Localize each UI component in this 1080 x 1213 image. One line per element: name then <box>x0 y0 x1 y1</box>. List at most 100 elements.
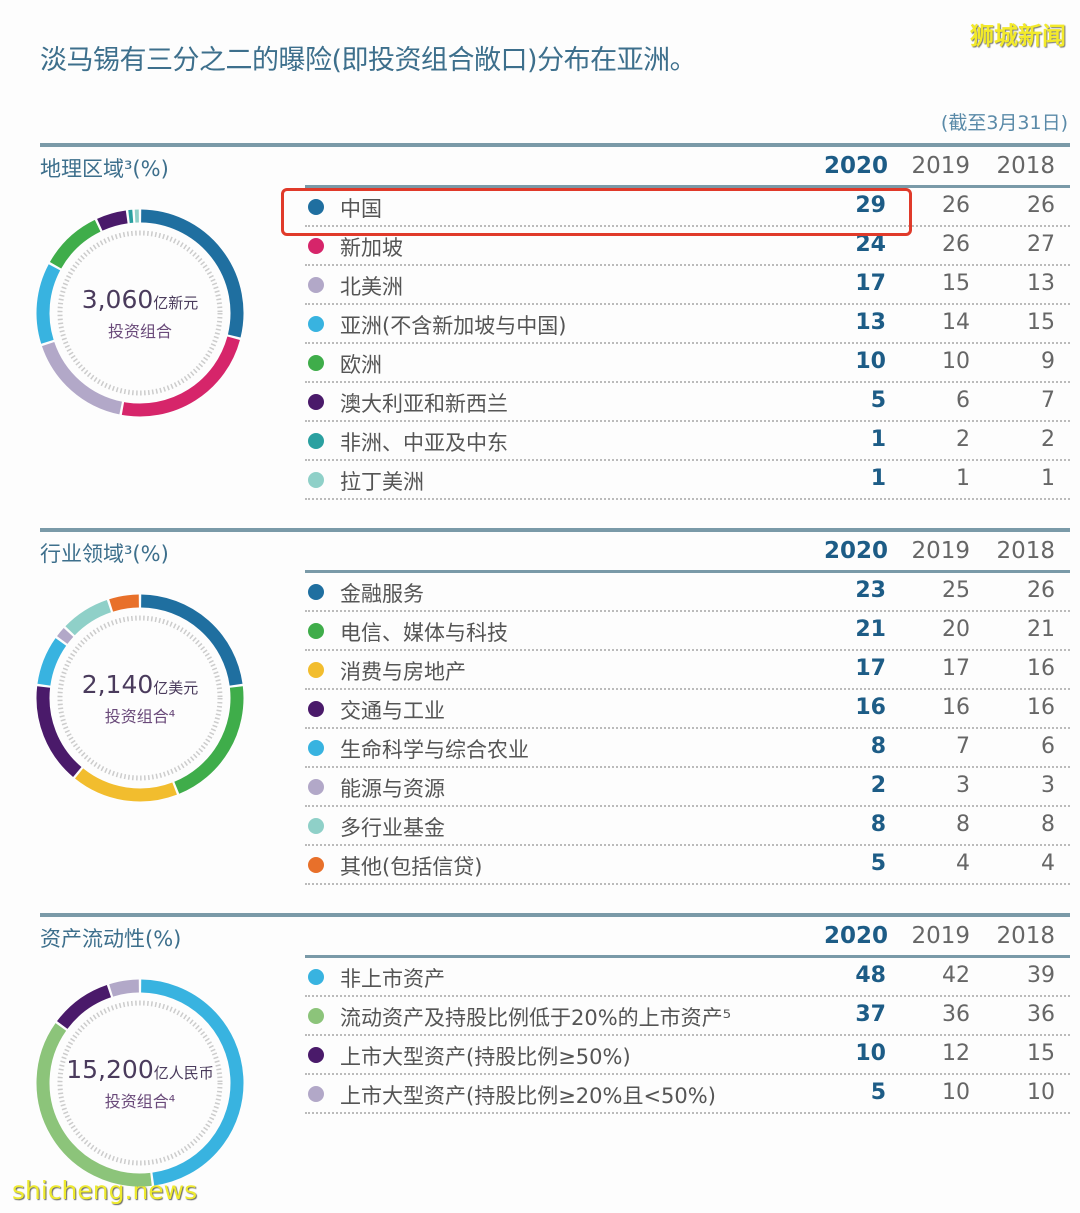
category-label: 欧洲 <box>340 353 382 377</box>
watermark-logo: 狮城新闻 <box>970 22 1066 50</box>
donut-segment-7 <box>109 594 140 612</box>
section-title: 地理区域³(%) <box>40 157 169 181</box>
highlight-box-china <box>281 188 912 236</box>
value-2019: 17 <box>942 656 970 681</box>
value-2020: 5 <box>870 851 886 876</box>
legend-dot <box>308 662 324 678</box>
portfolio-label: 投资组合⁴ <box>104 707 176 726</box>
value-2020: 5 <box>870 1080 886 1105</box>
donut-segment-4 <box>37 638 67 686</box>
category-label: 电信、媒体与科技 <box>340 621 508 645</box>
legend-dot <box>308 355 324 371</box>
legend-dot <box>308 433 324 449</box>
table-row: 流动资产及持股比例低于20%的上市资产⁵ 37 36 36 <box>305 997 1070 1036</box>
category-label: 消费与房地产 <box>340 660 466 684</box>
value-2020: 2 <box>870 773 886 798</box>
donut-segment-0 <box>141 979 244 1186</box>
value-2019: 10 <box>942 349 970 374</box>
value-2020: 17 <box>855 656 886 681</box>
year-header: 2019 <box>911 923 970 949</box>
section-0: 地理区域³(%) 2020 2019 2018 中国 29 26 26 新加坡 24 … <box>40 143 1070 500</box>
value-2018: 7 <box>1041 388 1055 413</box>
value-2019: 26 <box>942 232 970 257</box>
legend-dot <box>308 199 324 215</box>
inner-dashed-ring <box>57 1000 223 1166</box>
category-label: 生命科学与综合农业 <box>340 738 529 762</box>
donut-segment-2 <box>57 984 112 1030</box>
category-label: 上市大型资产(持股比例≥50%) <box>340 1045 631 1069</box>
portfolio-unit: 亿人民币 <box>153 1064 214 1082</box>
value-2018: 1 <box>1041 466 1055 491</box>
section-title: 行业领域³(%) <box>40 542 169 566</box>
value-2019: 36 <box>942 1002 970 1027</box>
value-2020: 23 <box>855 578 886 603</box>
page-title: 淡马锡有三分之二的曝险(即投资组合敞口)分布在亚洲。 <box>40 45 697 76</box>
value-2018: 26 <box>1027 193 1055 218</box>
year-header: 2018 <box>996 923 1055 949</box>
legend-dot <box>308 238 324 254</box>
donut-chart <box>36 594 244 802</box>
legend-dot <box>308 818 324 834</box>
table-top-line <box>305 185 1070 188</box>
table-row: 生命科学与综合农业 8 7 6 <box>305 729 1070 768</box>
value-2020: 13 <box>855 310 886 335</box>
value-2018: 16 <box>1027 656 1055 681</box>
year-header: 2019 <box>911 153 970 179</box>
category-label: 非洲、中亚及中东 <box>340 431 508 455</box>
value-2018: 9 <box>1041 349 1055 374</box>
value-2020: 10 <box>855 349 886 374</box>
table-row: 澳大利亚和新西兰 5 6 7 <box>305 383 1070 422</box>
table-row: 欧洲 10 10 9 <box>305 344 1070 383</box>
value-2020: 37 <box>855 1002 886 1027</box>
section-divider <box>40 528 1070 532</box>
value-2018: 8 <box>1041 812 1055 837</box>
inner-dashed-ring <box>57 615 223 781</box>
table-row: 能源与资源 2 3 3 <box>305 768 1070 807</box>
value-2018: 6 <box>1041 734 1055 759</box>
category-label: 上市大型资产(持股比例≥20%且<50%) <box>340 1084 716 1108</box>
year-header: 2020 <box>823 153 888 179</box>
section-title: 资产流动性(%) <box>40 927 182 951</box>
category-label: 北美洲 <box>340 275 403 299</box>
category-label: 其他(包括信贷) <box>340 855 483 879</box>
legend-dot <box>308 394 324 410</box>
portfolio-label: 投资组合 <box>107 322 172 341</box>
table-row: 消费与房地产 17 17 16 <box>305 651 1070 690</box>
year-header: 2018 <box>996 153 1055 179</box>
portfolio-unit: 亿新元 <box>153 294 199 312</box>
value-2019: 15 <box>942 271 970 296</box>
legend-dot <box>308 472 324 488</box>
value-2020: 16 <box>855 695 886 720</box>
value-2019: 26 <box>942 193 970 218</box>
table-row: 电信、媒体与科技 21 20 21 <box>305 612 1070 651</box>
value-2018: 26 <box>1027 578 1055 603</box>
value-2018: 27 <box>1027 232 1055 257</box>
legend-dot <box>308 316 324 332</box>
value-2020: 21 <box>855 617 886 642</box>
category-label: 多行业基金 <box>340 816 445 840</box>
category-label: 能源与资源 <box>340 777 445 801</box>
donut-segment-3 <box>36 264 61 344</box>
value-2020: 1 <box>870 427 886 452</box>
value-2019: 20 <box>942 617 970 642</box>
value-2019: 6 <box>956 388 970 413</box>
table-top-line <box>305 955 1070 958</box>
portfolio-value: 2,140 <box>81 670 154 699</box>
donut-segment-1 <box>36 1023 152 1187</box>
legend-dot <box>308 969 324 985</box>
legend-dot <box>308 277 324 293</box>
category-label: 金融服务 <box>340 582 424 606</box>
value-2019: 2 <box>956 427 970 452</box>
data-table: 非上市资产 48 42 39 流动资产及持股比例低于20%的上市资产⁵ 37 3… <box>305 955 1070 1114</box>
table-row: 其他(包括信贷) 5 4 4 <box>305 846 1070 885</box>
section-1: 行业领域³(%) 2020 2019 2018 金融服务 23 25 26 电信、媒体… <box>40 528 1070 885</box>
table-top-line <box>305 570 1070 573</box>
category-label: 中国 <box>340 197 382 221</box>
value-2020: 17 <box>855 271 886 296</box>
donut-segment-1 <box>174 686 244 794</box>
value-2020: 8 <box>870 734 886 759</box>
data-table: 中国 29 26 26 新加坡 24 26 27 北美洲 17 15 13 亚洲… <box>305 185 1070 500</box>
section-divider <box>40 143 1070 147</box>
inner-dashed-ring <box>57 230 223 396</box>
